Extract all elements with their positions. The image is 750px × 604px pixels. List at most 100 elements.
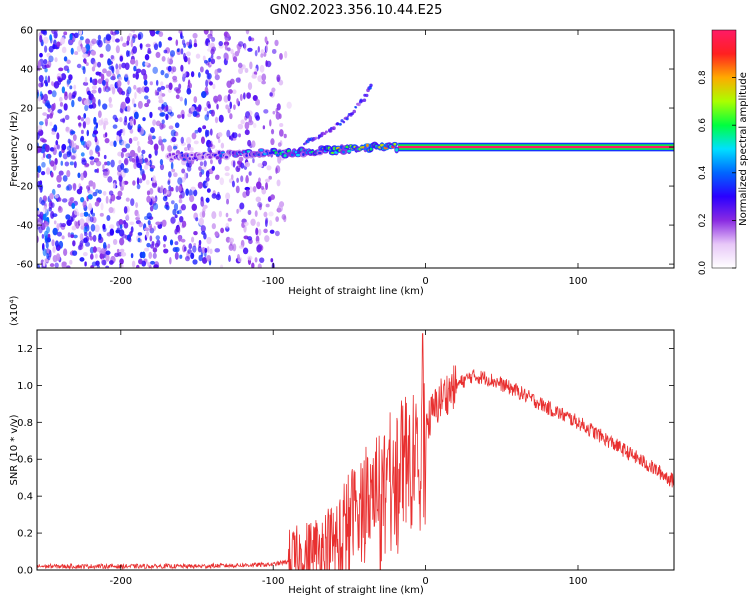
- noise-speck: [225, 37, 229, 42]
- noise-speck: [245, 30, 250, 35]
- spectrogram-x-ticks: -200 -100 0 100: [109, 30, 588, 287]
- noise-speck: [61, 46, 67, 54]
- noise-speck: [262, 160, 268, 167]
- noise-speck: [135, 59, 139, 67]
- noise-speck: [144, 54, 150, 61]
- noise-speck: [243, 42, 247, 51]
- noise-speck: [264, 235, 270, 243]
- noise-speck: [105, 43, 111, 52]
- noise-speck: [270, 258, 274, 263]
- noise-speck: [263, 109, 269, 114]
- noise-speck: [71, 99, 75, 108]
- noise-speck: [238, 156, 244, 162]
- noise-speck: [107, 176, 113, 183]
- noise-speck: [174, 246, 180, 253]
- noise-speck: [151, 182, 158, 187]
- noise-speck: [105, 33, 111, 41]
- noise-speck: [201, 230, 206, 235]
- noise-speck: [84, 58, 87, 65]
- branch-point: [331, 126, 336, 131]
- noise-speck: [92, 130, 99, 135]
- noise-speck: [223, 41, 230, 47]
- noise-speck: [160, 185, 164, 194]
- noise-speck: [83, 237, 88, 244]
- x-tick-label: 100: [568, 576, 587, 587]
- noise-speck: [167, 57, 170, 65]
- noise-speck: [255, 240, 261, 245]
- noise-speck: [121, 140, 127, 146]
- noise-speck: [180, 48, 184, 55]
- noise-speck: [147, 220, 151, 225]
- noise-speck: [224, 44, 228, 51]
- noise-speck: [239, 93, 243, 102]
- noise-speck: [92, 246, 97, 253]
- noise-speck: [57, 206, 63, 213]
- noise-speck: [137, 32, 144, 40]
- noise-speck: [203, 59, 208, 64]
- noise-speck: [59, 118, 66, 123]
- snr-panel: -200 -100 0 100 0.0 0.2 0.4 0.6 0.8 1.0 1.2 Heigh…: [9, 295, 675, 596]
- noise-speck: [108, 260, 114, 265]
- noise-speck: [250, 218, 256, 226]
- y-tick-label: 0: [27, 143, 33, 154]
- noise-speck: [200, 225, 206, 233]
- noise-speck: [97, 78, 103, 85]
- branch-point: [369, 83, 373, 88]
- noise-speck: [59, 102, 64, 107]
- noise-speck: [65, 214, 71, 220]
- noise-speck: [85, 185, 91, 190]
- noise-speck: [269, 220, 273, 227]
- noise-speck: [268, 175, 272, 180]
- noise-speck: [108, 96, 112, 104]
- noise-speck: [157, 186, 161, 193]
- noise-speck: [104, 161, 108, 166]
- noise-speck: [252, 123, 257, 129]
- x-tick-label: 0: [422, 276, 428, 287]
- noise-speck: [245, 188, 250, 197]
- noise-speck: [149, 235, 153, 242]
- noise-speck: [237, 62, 243, 69]
- noise-speck: [244, 161, 251, 168]
- noise-speck: [141, 173, 146, 181]
- noise-speck: [125, 96, 131, 104]
- noise-speck: [89, 216, 94, 223]
- noise-speck: [137, 232, 143, 236]
- noise-speck: [69, 33, 73, 41]
- noise-speck: [132, 136, 139, 142]
- noise-speck: [96, 61, 102, 68]
- noise-speck: [218, 40, 224, 47]
- noise-speck: [232, 243, 237, 252]
- noise-speck: [42, 206, 48, 214]
- noise-speck: [181, 168, 186, 174]
- noise-speck: [53, 124, 58, 133]
- noise-speck: [109, 198, 112, 204]
- noise-speck: [124, 157, 129, 166]
- noise-speck: [203, 160, 207, 167]
- noise-speck: [231, 180, 235, 188]
- noise-speck: [57, 109, 63, 114]
- noise-speck: [180, 204, 186, 211]
- noise-speck: [225, 104, 230, 110]
- noise-speck: [85, 38, 91, 45]
- noise-speck: [81, 159, 87, 165]
- noise-speck: [192, 32, 198, 39]
- noise-speck: [201, 210, 206, 218]
- noise-speck: [198, 104, 202, 113]
- noise-speck: [64, 114, 70, 121]
- noise-speck: [247, 47, 253, 52]
- noise-speck: [115, 38, 120, 43]
- ridge-core: [201, 155, 205, 159]
- noise-speck: [200, 198, 205, 207]
- noise-speck: [226, 33, 230, 38]
- noise-speck: [193, 96, 198, 103]
- ridge-core: [302, 152, 305, 157]
- ridge-core: [215, 155, 220, 160]
- noise-speck: [232, 132, 238, 139]
- noise-speck: [137, 237, 141, 243]
- noise-speck: [240, 162, 245, 169]
- noise-speck: [155, 221, 161, 226]
- noise-speck: [197, 246, 202, 253]
- noise-speck: [136, 162, 142, 168]
